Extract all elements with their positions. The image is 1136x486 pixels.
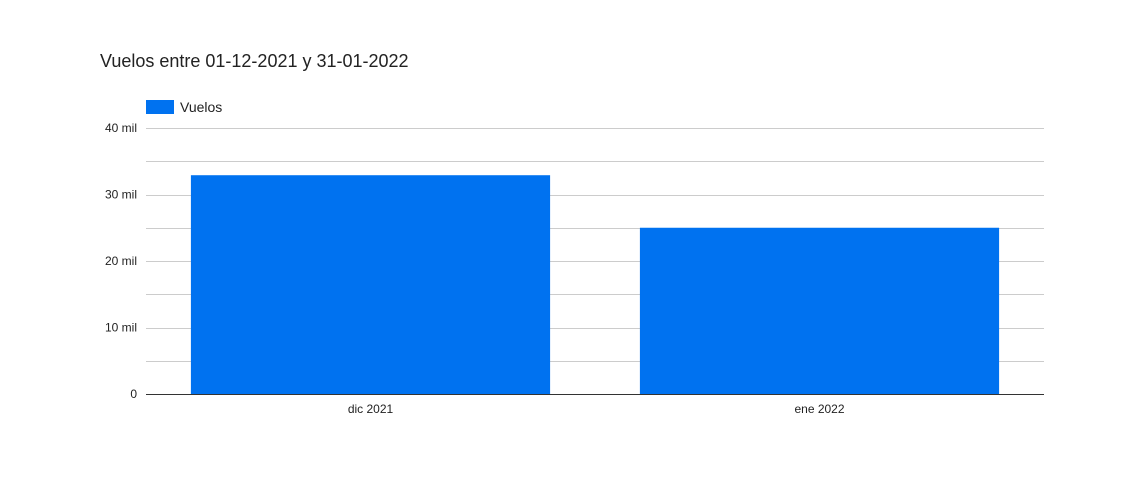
y-tick-label: 10 mil xyxy=(105,321,137,335)
y-tick-label: 40 mil xyxy=(105,121,137,135)
y-tick-label: 20 mil xyxy=(105,254,137,268)
bars xyxy=(190,175,1000,394)
legend: Vuelos xyxy=(146,99,222,115)
chart-title: Vuelos entre 01-12-2021 y 31-01-2022 xyxy=(100,51,409,71)
legend-label: Vuelos xyxy=(180,99,222,115)
x-axis-tick-labels: dic 2021 ene 2022 xyxy=(348,402,845,416)
y-tick-label: 0 xyxy=(130,387,137,401)
bar-1 xyxy=(190,175,551,394)
y-axis-tick-labels: 0 10 mil 20 mil 30 mil 40 mil xyxy=(105,121,137,401)
x-tick-label: ene 2022 xyxy=(794,402,844,416)
x-tick-label: dic 2021 xyxy=(348,402,394,416)
legend-swatch xyxy=(146,100,174,114)
y-tick-label: 30 mil xyxy=(105,188,137,202)
bar-2 xyxy=(639,227,1000,394)
